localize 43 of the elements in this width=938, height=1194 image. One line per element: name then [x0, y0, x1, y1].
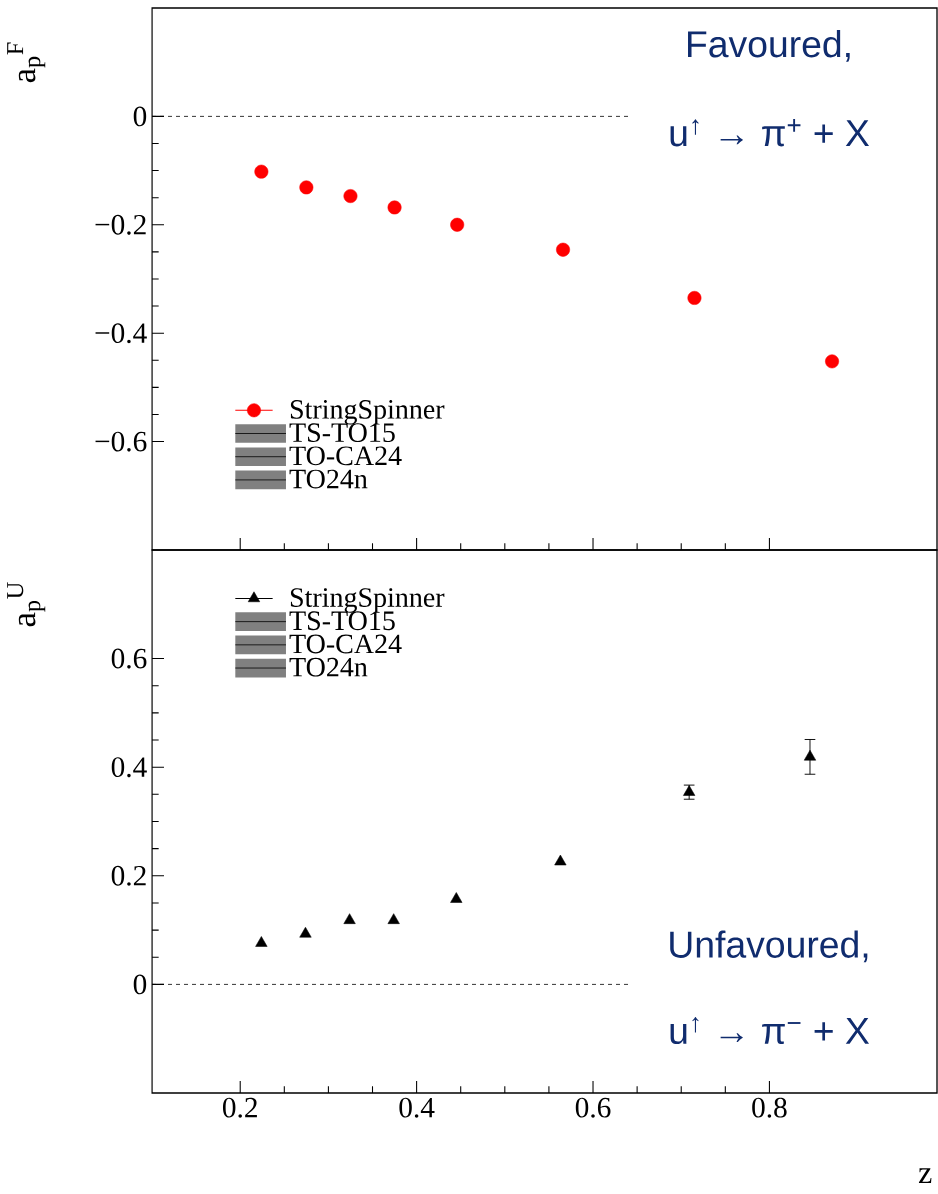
legend-label: TO-CA24 [289, 446, 402, 466]
point [554, 854, 567, 866]
legend-label: TO-CA24 [289, 634, 402, 654]
y-axis-title: a$_{p}$F [7, 42, 46, 83]
x-tick-label: 0.6 [575, 1097, 611, 1118]
point [450, 892, 463, 903]
x-tick-label: 0.2 [222, 1097, 257, 1118]
annotation: u$^{↑}$ → π$^{−}$ + X [670, 1016, 870, 1045]
point [343, 189, 358, 203]
point [255, 936, 268, 947]
point [803, 749, 817, 761]
legend-label: StringSpinner [290, 588, 445, 613]
point [299, 180, 314, 195]
y-tick-label: 0.4 [111, 757, 147, 778]
point [825, 354, 839, 369]
point [387, 200, 402, 215]
y-tick-label: 0 [133, 106, 147, 127]
point [683, 785, 696, 796]
legend-label: StringSpinner [290, 400, 445, 425]
y-tick-label: −0.2 [95, 214, 146, 235]
point [254, 164, 269, 179]
point [556, 242, 570, 257]
x-tick-label: 0.4 [399, 1097, 435, 1118]
y-tick-label: −0.6 [95, 431, 147, 452]
point [387, 913, 400, 924]
point [299, 926, 312, 938]
annotation: u$^{↑}$ → π$^{+}$ + X [670, 118, 870, 147]
y-tick-label: 0 [133, 974, 147, 995]
legend-label: TS-TO15 [289, 423, 395, 443]
point [687, 291, 702, 305]
legend-label: TS-TO15 [289, 611, 395, 631]
point [450, 217, 465, 232]
annotation: Favoured, [688, 30, 850, 62]
legend-label: TO24n [289, 469, 368, 489]
x-tick-label: 0.8 [752, 1097, 787, 1118]
annotation: Unfavoured, [670, 930, 868, 963]
y-axis-title: a$_{p}$U [7, 582, 46, 627]
legend-label: TO24n [289, 657, 368, 677]
y-tick-label: −0.4 [95, 323, 147, 344]
point [343, 913, 356, 924]
y-tick-label: 0.2 [111, 865, 146, 886]
x-axis-title: z [918, 1168, 932, 1183]
y-tick-label: 0.6 [111, 648, 147, 669]
